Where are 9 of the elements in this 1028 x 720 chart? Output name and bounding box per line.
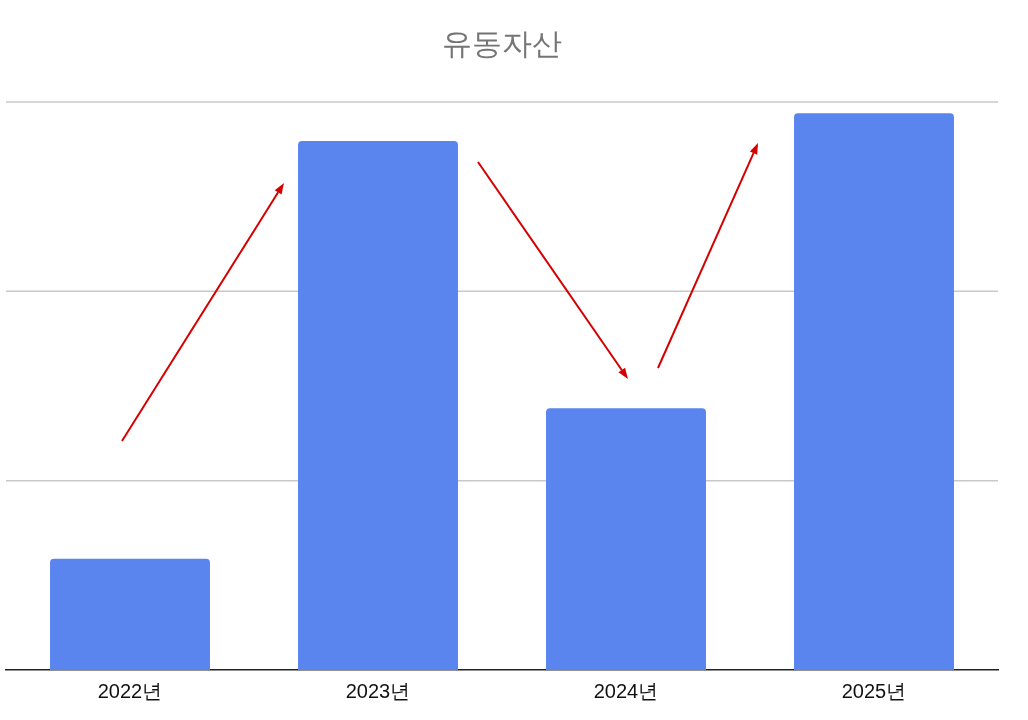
bar <box>794 113 954 670</box>
bar <box>298 140 458 670</box>
chart-title: 유동자산 <box>442 25 562 61</box>
bar <box>546 408 706 670</box>
x-tick-label: 2023년 <box>345 679 411 702</box>
x-tick-label: 2022년 <box>97 679 163 702</box>
x-tick-label: 2025년 <box>841 679 907 702</box>
bar <box>50 558 210 670</box>
x-tick-label: 2024년 <box>593 679 659 702</box>
